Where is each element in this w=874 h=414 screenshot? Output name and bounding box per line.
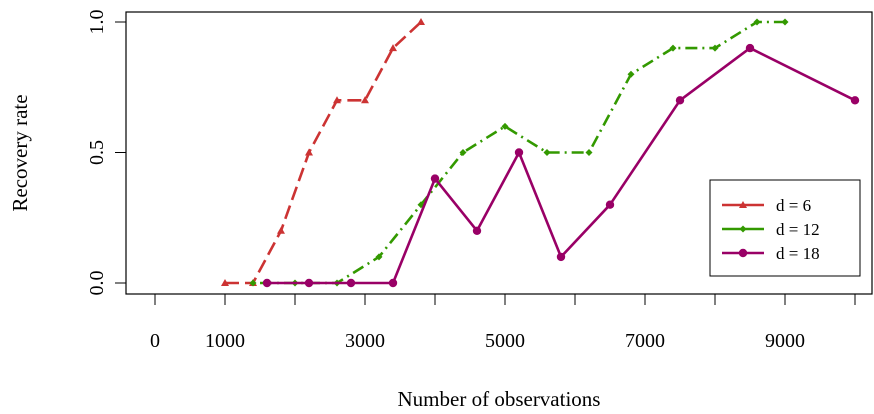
y-tick-label: 0.0 [86,271,108,296]
data-point [781,18,789,26]
data-point [389,44,397,52]
data-point [459,149,467,156]
data-point [556,252,566,262]
data-point [501,122,509,130]
x-tick-label: 7000 [625,330,665,352]
x-tick-label: 1000 [205,330,245,352]
series-3 [262,43,860,288]
legend-marker [739,225,747,233]
legend-label: d = 12 [776,220,820,239]
y-axis-title: Recovery rate [8,94,32,211]
legend-marker [739,201,747,208]
data-point [605,200,615,209]
legend-label: d = 18 [776,244,820,263]
x-tick-label: 0 [150,330,160,352]
series-2 [249,18,789,287]
data-point [627,70,635,78]
legend-marker [738,248,748,258]
data-point [361,96,369,104]
x-axis: 0 1000 3000 5000 7000 9000 [150,293,856,352]
data-point [543,149,551,156]
y-tick-label: 1.0 [86,10,108,35]
data-point [417,18,425,25]
data-point [675,96,685,105]
data-point [430,174,440,183]
data-point [249,279,257,287]
series-1 [221,18,425,286]
data-point [711,44,719,52]
data-point [375,253,383,261]
data-point [388,278,398,288]
data-point [346,278,356,288]
x-tick-label: 5000 [485,330,525,352]
data-point [669,44,677,52]
data-point [277,226,285,234]
data-point [472,226,482,235]
data-point [221,279,229,286]
y-axis: 0.0 0.5 1.0 [86,10,127,296]
data-point [585,149,593,156]
data-point [514,148,524,157]
y-tick-label: 0.5 [86,140,108,165]
data-point [305,148,313,156]
data-point [304,278,314,288]
x-axis-title: Number of observations [398,387,601,411]
series-line [267,46,856,285]
data-point [753,18,761,26]
data-point [262,278,272,288]
x-tick-label: 9000 [765,330,805,352]
series-line [225,21,422,285]
x-tick-label: 3000 [345,330,385,352]
legend-label: d = 6 [776,196,811,215]
data-point [745,43,755,53]
data-point [850,96,860,105]
data-point [333,96,341,104]
series-layer [221,18,860,288]
legend: d = 6 d = 12 d = 18 [709,179,861,277]
